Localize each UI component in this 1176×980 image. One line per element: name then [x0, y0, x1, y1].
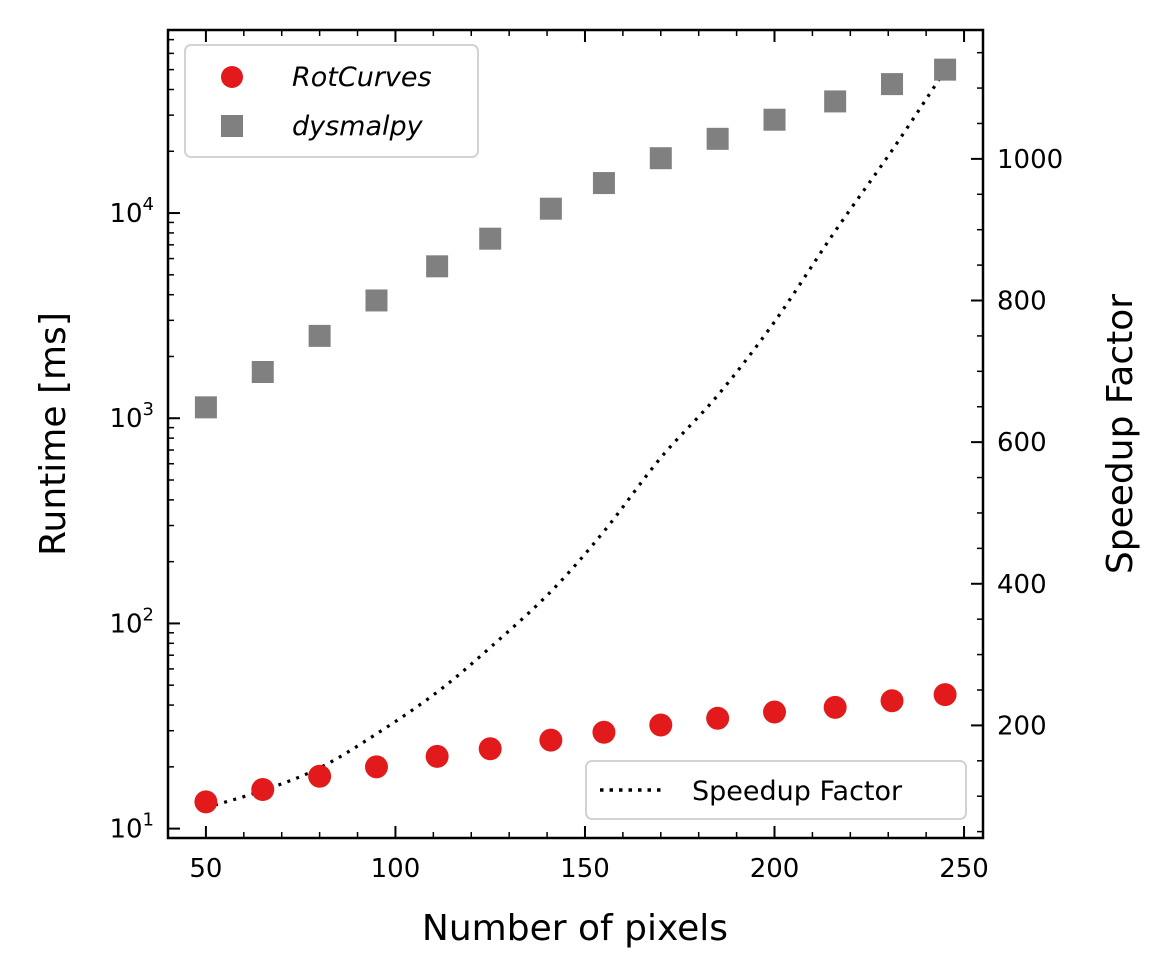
y-axis-right-title: Speedup Factor	[1100, 294, 1141, 574]
legend-speedup: Speedup Factor	[585, 760, 967, 820]
x-tick-label: 200	[750, 854, 800, 884]
dysmalpy-point	[194, 396, 217, 419]
y-right-tick-label: 600	[997, 428, 1047, 458]
points-layer	[194, 58, 957, 814]
rotcurves-point	[649, 713, 673, 737]
rotcurves-point	[592, 720, 616, 744]
y-left-tick-label: 104	[109, 194, 154, 229]
legend-speedup-label: Speedup Factor	[692, 776, 903, 807]
dysmalpy-point	[934, 58, 957, 81]
rotcurves-point	[194, 790, 218, 814]
legend-main-box	[184, 44, 479, 158]
major-ticks	[168, 30, 983, 838]
rotcurves-point	[823, 695, 847, 719]
rotcurves-point	[763, 700, 787, 724]
rotcurves-point	[425, 744, 449, 768]
legend-rotcurves-marker	[221, 66, 243, 88]
tick-labels: 50 100 150 200 250 101 102 103 104 200 400 600 800 10…	[109, 145, 1063, 884]
y-axis-left-title: Runtime [ms]	[33, 312, 74, 556]
dysmalpy-point	[365, 289, 388, 312]
legend-rotcurves-label: RotCurves	[292, 62, 432, 93]
legend-speedup-box	[585, 760, 967, 820]
rotcurves-point	[364, 755, 388, 779]
rotcurves-point	[251, 778, 275, 802]
x-tick-label: 50	[189, 854, 222, 884]
dysmalpy-point	[426, 255, 449, 278]
legend-dysmalpy-marker	[221, 115, 243, 137]
dysmalpy-point	[881, 73, 904, 96]
dysmalpy-point	[251, 361, 274, 384]
dysmalpy-point	[649, 147, 672, 170]
dysmalpy-point	[539, 197, 562, 220]
y-left-tick-label: 101	[109, 810, 154, 845]
x-tick-label: 150	[560, 854, 610, 884]
y-right-tick-label: 400	[997, 570, 1047, 600]
legend-main: RotCurves dysmalpy	[184, 44, 479, 158]
dysmalpy-point	[706, 127, 729, 150]
x-tick-label: 100	[371, 854, 421, 884]
rotcurves-point	[308, 764, 332, 788]
rotcurves-point	[880, 689, 904, 713]
plot-frame	[166, 28, 985, 840]
x-axis-title: Number of pixels	[422, 908, 728, 949]
rotcurves-point	[539, 728, 563, 752]
dysmalpy-point	[763, 108, 786, 131]
y-right-tick-label: 800	[997, 287, 1047, 317]
x-tick-label: 250	[939, 854, 989, 884]
dysmalpy-point	[592, 172, 615, 195]
rotcurves-point	[478, 737, 502, 761]
rotcurves-point	[706, 706, 730, 730]
dysmalpy-point	[824, 90, 847, 113]
y-right-tick-label: 200	[997, 711, 1047, 741]
legend-dysmalpy-label: dysmalpy	[292, 111, 424, 142]
y-right-tick-label: 1000	[997, 145, 1063, 175]
y-left-tick-label: 102	[109, 604, 154, 639]
dysmalpy-point	[479, 227, 502, 250]
rotcurves-point	[933, 683, 957, 707]
y-left-tick-label: 103	[109, 399, 154, 434]
dysmalpy-point	[308, 324, 331, 347]
